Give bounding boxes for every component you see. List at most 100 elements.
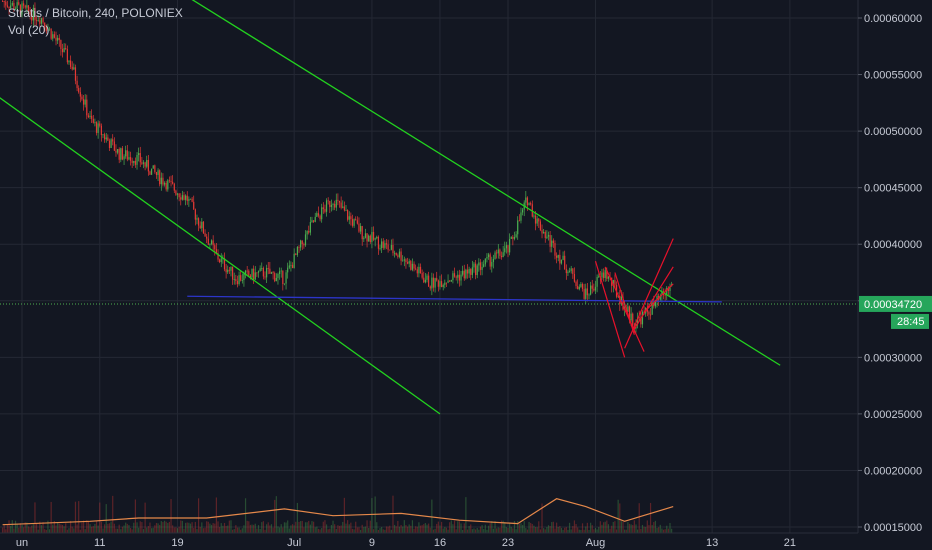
volume-bar-348 (565, 527, 567, 533)
volume-bar-341 (554, 528, 556, 533)
volume-bar-3 (6, 524, 9, 533)
volume-bar-215 (350, 522, 352, 533)
volume-bar-143 (233, 529, 235, 533)
time-tick-label-8: 13 (706, 537, 718, 549)
volume-bar-382 (620, 521, 622, 533)
volume-bar-340 (552, 521, 554, 533)
volume-bar-30 (50, 501, 52, 533)
volume-bar-213 (347, 520, 349, 533)
candle-body-236 (384, 243, 386, 248)
candle-body-267 (434, 278, 436, 288)
volume-bar-335 (544, 529, 546, 533)
volume-bar-250 (406, 526, 409, 533)
candle-body-110 (180, 197, 182, 200)
candle-body-21 (35, 20, 38, 22)
candle-body-0 (1, 1, 4, 2)
candle-body-401 (651, 302, 653, 315)
volume-bar-161 (262, 521, 264, 533)
volume-bar-400 (649, 502, 652, 533)
volume-bar-200 (325, 524, 328, 533)
volume-bar-251 (408, 524, 410, 533)
price-axis[interactable]: 0.00060000 0.00055000 0.00050000 0.00045000… (857, 0, 932, 550)
volume-bar-294 (478, 529, 480, 533)
candle-body-33 (55, 37, 57, 41)
candle-body-343 (557, 254, 559, 258)
volume-bar-306 (497, 527, 499, 533)
candle-body-378 (614, 280, 616, 285)
volume-bar-317 (515, 529, 517, 533)
volume-bar-356 (578, 529, 580, 533)
candle-body-161 (262, 268, 264, 277)
candle-body-94 (154, 165, 156, 173)
candle-body-271 (440, 281, 443, 288)
candle-body-133 (217, 253, 219, 260)
volume-bar-97 (159, 524, 161, 533)
candle-body-226 (368, 235, 370, 242)
candle-body-331 (538, 218, 540, 222)
candle-body-399 (648, 311, 650, 315)
candle-body-227 (369, 235, 371, 242)
time-tick-label-0: un (16, 537, 28, 549)
volume-bar-394 (640, 528, 642, 533)
candle-body-28 (47, 28, 49, 31)
volume-bar-313 (509, 523, 511, 533)
volume-bar-311 (505, 527, 507, 533)
volume-bar-391 (635, 524, 637, 533)
candle-body-6 (11, 2, 13, 6)
volume-bar-235 (382, 529, 384, 533)
volume-bar-32 (53, 521, 55, 533)
volume-bar-389 (632, 524, 634, 533)
volume-bar-17 (29, 527, 31, 533)
candle-body-11 (19, 4, 21, 15)
candle-body-300 (487, 254, 490, 258)
volume-bar-231 (376, 522, 378, 533)
candle-body-297 (483, 264, 485, 267)
volume-bar-248 (403, 520, 405, 533)
candle-body-83 (136, 155, 138, 165)
volume-bar-134 (219, 527, 221, 533)
time-axis[interactable]: un 11 19 Jul 9 16 23 Aug 13 21 (0, 532, 932, 550)
volume-bar-402 (653, 522, 655, 533)
volume-bar-81 (133, 522, 135, 533)
volume-bar-362 (588, 529, 590, 533)
volume-bar-66 (108, 523, 111, 533)
volume-bar-371 (602, 522, 605, 533)
candle-body-394 (640, 317, 642, 325)
candle-body-46 (76, 80, 78, 89)
volume-bar-368 (598, 527, 600, 533)
volume-bar-160 (261, 522, 263, 533)
volume-bar-352 (572, 526, 574, 533)
candle-body-268 (436, 278, 438, 281)
volume-bar-29 (48, 529, 51, 533)
volume-bar-42 (70, 520, 72, 533)
volume-bar-305 (496, 528, 498, 533)
volume-bar-298 (484, 524, 486, 533)
volume-bar-115 (188, 522, 190, 533)
candle-body-158 (257, 271, 260, 273)
candle-body-64 (105, 137, 107, 140)
candle-body-266 (432, 277, 435, 288)
time-tick-label-7: Aug (586, 537, 606, 549)
time-tick-label-5: 16 (434, 537, 446, 549)
candle-body-316 (513, 237, 516, 239)
volume-bar-194 (316, 526, 318, 533)
volume-bar-184 (300, 521, 302, 533)
volume-bar-399 (648, 524, 650, 533)
volume-bar-167 (272, 527, 274, 533)
candle-body-57 (94, 122, 96, 123)
candle-body-85 (139, 153, 141, 163)
volume-bar-25 (42, 522, 44, 533)
volume-bar-13 (23, 527, 25, 533)
volume-bar-163 (266, 524, 268, 533)
volume-bar-257 (418, 522, 420, 533)
volume-bar-390 (633, 520, 635, 533)
candle-body-146 (238, 275, 240, 284)
candle-body-258 (419, 266, 422, 274)
candle-body-113 (185, 195, 187, 200)
candle-body-84 (138, 153, 140, 156)
candle-body-4 (8, 6, 10, 9)
volume-bar-54 (89, 524, 91, 533)
candle-body-68 (112, 139, 114, 142)
candle-body-392 (637, 317, 639, 325)
